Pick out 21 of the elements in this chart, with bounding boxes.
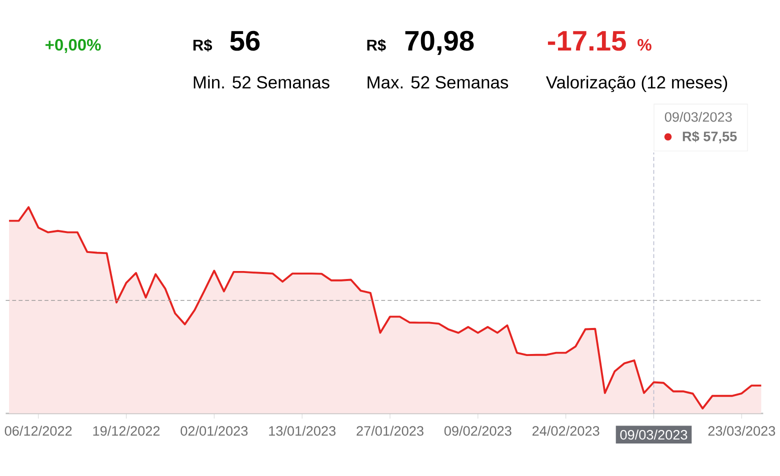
text: Valorização (12 meses) [546, 76, 728, 92]
text: +0,00% [46, 39, 101, 54]
x-tick-label: 06/12/2022 [4, 426, 72, 436]
text: 09/03/2023 [664, 112, 732, 122]
x-tick-label: 09/03/2023 [620, 430, 688, 440]
x-tick-label: 23/03/2023 [708, 426, 776, 436]
text: 70,98 [405, 30, 474, 55]
x-tick-label: 27/01/2023 [356, 426, 424, 436]
text: 56 [230, 30, 260, 51]
x-tick-label: 24/02/2023 [532, 426, 600, 436]
x-tick-label: 13/01/2023 [269, 426, 336, 436]
text: R$ [367, 39, 386, 52]
text: -17.15 [548, 31, 626, 51]
x-tick-label: 19/12/2022 [93, 426, 160, 436]
text: % [638, 39, 652, 51]
x-tick-label: 02/01/2023 [180, 426, 248, 436]
text: Min. 52 Semanas [194, 76, 330, 89]
text: Max. 52 Semanas [368, 76, 508, 89]
x-tick-label: 09/02/2023 [444, 426, 512, 436]
text: R$ [193, 39, 212, 52]
text: R$ 57,55 [682, 131, 737, 144]
